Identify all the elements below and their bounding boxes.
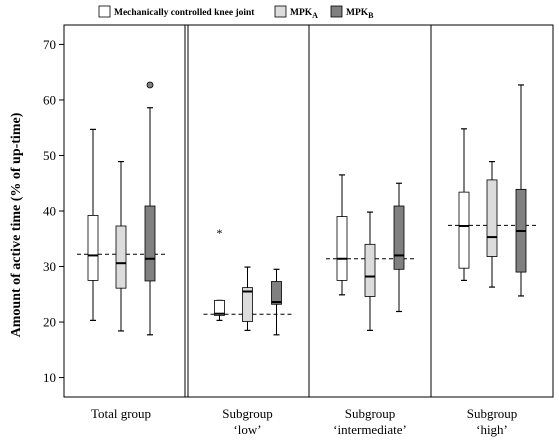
legend-label-text: MPK xyxy=(290,8,313,18)
y-tick-label: 20 xyxy=(43,315,56,330)
y-axis: 10 20 30 40 50 60 70 xyxy=(43,37,64,385)
category-label: Total group xyxy=(91,406,151,421)
box xyxy=(271,281,282,305)
category-label-line: ‘low’ xyxy=(233,422,261,437)
legend-item: Mechanically controlled knee joint xyxy=(98,5,255,18)
box xyxy=(458,191,470,269)
legend-swatch xyxy=(330,5,343,18)
legend-item: MPKB xyxy=(330,5,374,20)
category-label-line: Subgroup xyxy=(467,406,518,421)
y-axis-title: Amount of active time (% of up-time) xyxy=(9,112,24,337)
legend-item: MPKA xyxy=(274,5,318,20)
legend-label: MPKA xyxy=(290,8,318,20)
box-group xyxy=(448,84,536,297)
y-tick-label: 10 xyxy=(43,370,56,385)
category-label-line: ‘intermediate’ xyxy=(333,422,407,437)
legend: Mechanically controlled knee joint MPKA MP… xyxy=(98,5,374,20)
category-label-line: Total group xyxy=(91,406,151,421)
legend-label-text: MPK xyxy=(346,8,369,18)
category-labels: Total group Subgroup ‘low’Subgroup ‘interme… xyxy=(91,406,517,437)
box xyxy=(242,287,253,322)
y-tick-label: 50 xyxy=(43,148,56,163)
category-label: Subgroup ‘low’ xyxy=(222,406,273,437)
extreme-point: * xyxy=(217,226,223,240)
box xyxy=(214,299,225,316)
y-tick-label: 60 xyxy=(43,92,56,107)
legend-label-subscript: B xyxy=(368,11,374,20)
box-group xyxy=(77,81,165,336)
y-tick-label: 40 xyxy=(43,204,56,219)
box xyxy=(144,205,156,282)
outlier-point xyxy=(146,81,154,89)
category-label-line: Subgroup xyxy=(222,406,273,421)
legend-label: MPKB xyxy=(346,8,374,20)
box xyxy=(486,179,498,257)
legend-label-subscript: A xyxy=(312,11,318,20)
box-group: * xyxy=(203,226,292,336)
y-tick-label: 30 xyxy=(43,259,56,274)
legend-label: Mechanically controlled knee joint xyxy=(114,8,255,18)
y-tick-label: 70 xyxy=(43,37,56,52)
box-group xyxy=(326,174,414,331)
legend-swatch xyxy=(98,5,111,18)
box xyxy=(87,215,99,281)
category-label: Subgroup ‘high’ xyxy=(467,406,518,437)
box xyxy=(336,216,348,281)
box xyxy=(364,243,376,297)
legend-swatch xyxy=(274,5,287,18)
category-label: Subgroup ‘intermediate’ xyxy=(333,406,407,437)
legend-label-text: Mechanically controlled knee joint xyxy=(114,8,255,18)
box xyxy=(115,225,127,289)
box xyxy=(393,205,405,270)
category-label-line: Subgroup xyxy=(345,406,396,421)
category-label-line: ‘high’ xyxy=(476,422,508,437)
plot-panels xyxy=(63,24,554,398)
box-marks: * xyxy=(77,81,536,336)
